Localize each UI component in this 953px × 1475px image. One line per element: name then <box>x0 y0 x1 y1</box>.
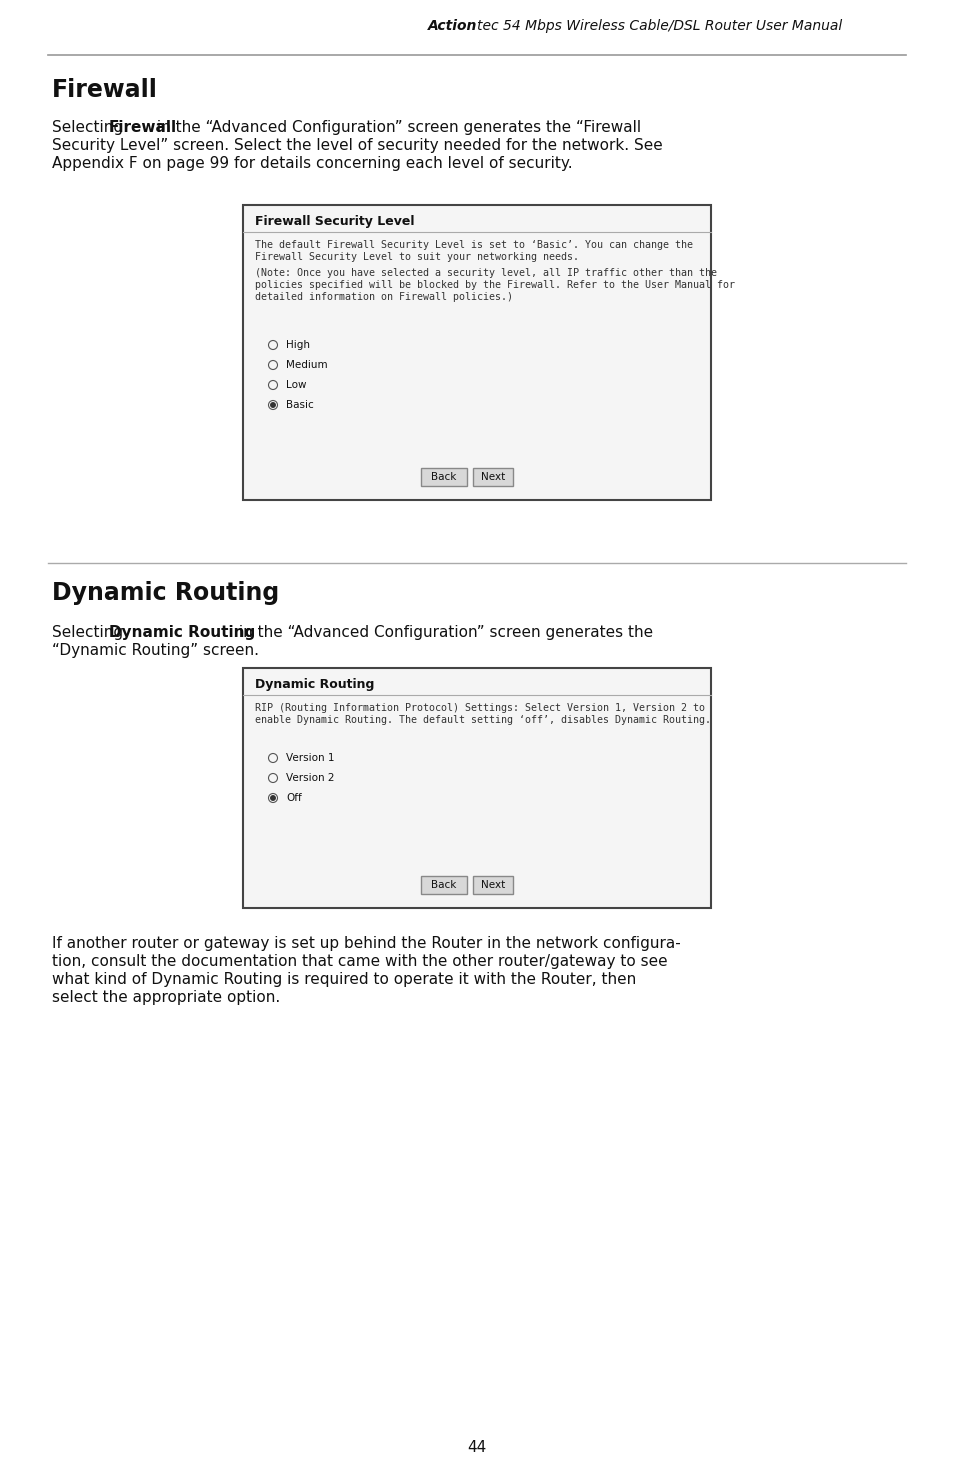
Text: Version 1: Version 1 <box>286 754 335 763</box>
Text: Dynamic Routing: Dynamic Routing <box>52 581 279 605</box>
Text: in the “Advanced Configuration” screen generates the “Firewall: in the “Advanced Configuration” screen g… <box>152 119 640 136</box>
Text: Version 2: Version 2 <box>286 773 335 783</box>
Text: Firewall Security Level to suit your networking needs.: Firewall Security Level to suit your net… <box>254 252 578 263</box>
Text: Appendix F on page 99 for details concerning each level of security.: Appendix F on page 99 for details concer… <box>52 156 572 171</box>
Text: policies specified will be blocked by the Firewall. Refer to the User Manual for: policies specified will be blocked by th… <box>254 280 734 291</box>
Text: (Note: Once you have selected a security level, all IP traffic other than the: (Note: Once you have selected a security… <box>254 268 717 277</box>
Text: enable Dynamic Routing. The default setting ‘off’, disables Dynamic Routing.: enable Dynamic Routing. The default sett… <box>254 715 710 726</box>
Text: Back: Back <box>431 881 456 889</box>
Text: what kind of Dynamic Routing is required to operate it with the Router, then: what kind of Dynamic Routing is required… <box>52 972 636 987</box>
Text: Next: Next <box>480 881 504 889</box>
Text: “Dynamic Routing” screen.: “Dynamic Routing” screen. <box>52 643 258 658</box>
Text: High: High <box>286 341 310 350</box>
Text: in the “Advanced Configuration” screen generates the: in the “Advanced Configuration” screen g… <box>233 625 653 640</box>
FancyBboxPatch shape <box>243 205 710 500</box>
Text: If another router or gateway is set up behind the Router in the network configur: If another router or gateway is set up b… <box>52 937 680 951</box>
Text: Dynamic Routing: Dynamic Routing <box>254 678 374 690</box>
Text: tec 54 Mbps Wireless Cable/DSL Router User Manual: tec 54 Mbps Wireless Cable/DSL Router Us… <box>476 19 841 32</box>
Text: Firewall: Firewall <box>109 119 177 136</box>
FancyBboxPatch shape <box>420 468 467 485</box>
Text: Firewall Security Level: Firewall Security Level <box>254 215 414 229</box>
Text: Firewall: Firewall <box>52 78 157 102</box>
Text: Security Level” screen. Select the level of security needed for the network. See: Security Level” screen. Select the level… <box>52 139 662 153</box>
Text: select the appropriate option.: select the appropriate option. <box>52 990 280 1004</box>
Text: Medium: Medium <box>286 360 327 370</box>
Text: The default Firewall Security Level is set to ‘Basic’. You can change the: The default Firewall Security Level is s… <box>254 240 692 249</box>
Text: RIP (Routing Information Protocol) Settings: Select Version 1, Version 2 to: RIP (Routing Information Protocol) Setti… <box>254 704 704 712</box>
Text: Next: Next <box>480 472 504 482</box>
Text: tion, consult the documentation that came with the other router/gateway to see: tion, consult the documentation that cam… <box>52 954 667 969</box>
Text: Selecting: Selecting <box>52 119 128 136</box>
Text: 44: 44 <box>467 1441 486 1456</box>
FancyBboxPatch shape <box>473 876 513 894</box>
Text: Off: Off <box>286 794 301 802</box>
Text: Basic: Basic <box>286 400 314 410</box>
Text: Low: Low <box>286 381 306 389</box>
Circle shape <box>271 795 275 801</box>
Text: Action: Action <box>427 19 476 32</box>
FancyBboxPatch shape <box>420 876 467 894</box>
Text: detailed information on Firewall policies.): detailed information on Firewall policie… <box>254 292 513 302</box>
FancyBboxPatch shape <box>243 668 710 909</box>
Text: Back: Back <box>431 472 456 482</box>
Text: Dynamic Routing: Dynamic Routing <box>109 625 255 640</box>
Circle shape <box>271 403 275 407</box>
FancyBboxPatch shape <box>473 468 513 485</box>
Text: Selecting: Selecting <box>52 625 128 640</box>
